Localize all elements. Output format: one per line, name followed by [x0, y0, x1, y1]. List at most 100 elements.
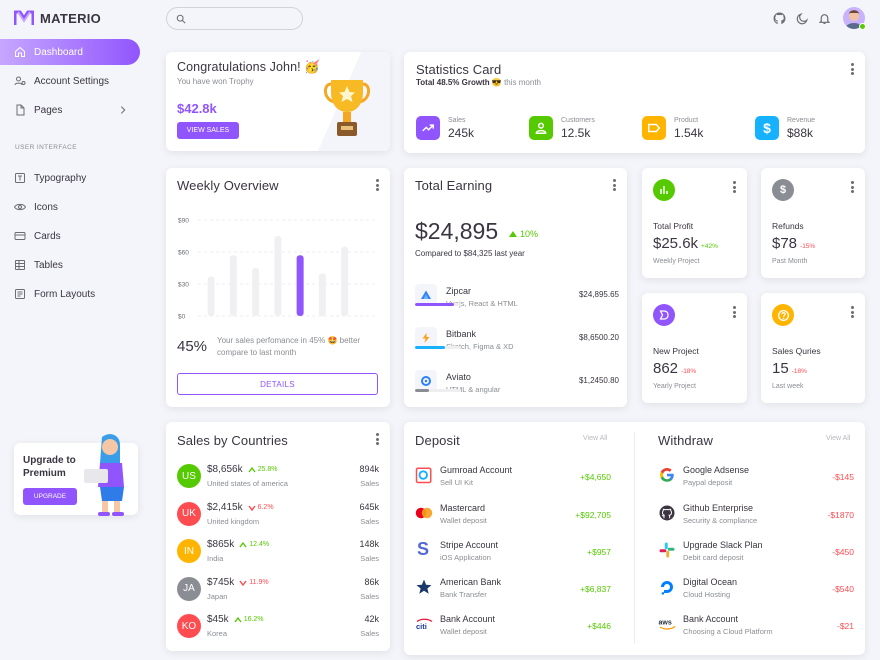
country-amount: $745k	[207, 576, 235, 588]
moon-icon[interactable]	[796, 12, 809, 25]
sidebar-item-account-settings[interactable]: Account Settings	[0, 68, 140, 94]
stat-item-customers: Customers 12.5k	[529, 116, 595, 140]
statistics-period: this month	[504, 78, 541, 87]
sidebar-item-form-layouts[interactable]: Form Layouts	[0, 281, 140, 307]
citi-icon: citi	[416, 618, 433, 631]
more-options-icon[interactable]	[609, 178, 619, 192]
bar[interactable]	[341, 246, 349, 316]
progress-bar	[415, 303, 461, 306]
sidebar-item-pages[interactable]: Pages	[0, 97, 140, 123]
bar[interactable]	[318, 273, 326, 316]
github-icon[interactable]	[773, 12, 786, 25]
bar[interactable]	[296, 255, 304, 316]
more-options-icon[interactable]	[372, 178, 382, 192]
view-sales-button[interactable]: VIEW SALES	[177, 122, 239, 139]
row-amount: +$4,650	[580, 472, 611, 482]
country-sales: 86k	[364, 576, 379, 587]
country-sales: 894k	[359, 464, 379, 474]
bar[interactable]	[229, 255, 237, 316]
stat-value: $88k	[787, 125, 814, 140]
upgrade-banner: Upgrade to Premium UPGRADE	[14, 434, 138, 516]
withdraw-view-all-link[interactable]: View All	[826, 435, 851, 442]
details-button[interactable]: DETAILS	[177, 373, 378, 395]
aviato-icon	[415, 370, 437, 392]
stat-item-product: Product 1.54k	[642, 116, 703, 140]
stat-value: 1.54k	[674, 125, 704, 140]
sidebar-item-tables[interactable]: Tables	[0, 252, 140, 278]
stat-value: 245k	[448, 125, 475, 140]
more-options-icon[interactable]	[729, 180, 739, 194]
bar[interactable]	[252, 268, 260, 316]
earning-row: Zipcar Vuejs, React & HTML $24,895.65	[415, 282, 619, 312]
country-change-value: 6.2%	[257, 503, 274, 511]
mini-card-change: -18%	[681, 368, 697, 375]
bar[interactable]	[207, 276, 215, 316]
more-options-icon[interactable]	[729, 305, 739, 319]
row-title: Github Enterprise	[683, 503, 754, 513]
withdraw-row: aws Bank Account Choosing a Cloud Platfor…	[658, 613, 855, 639]
stat-label: Product	[674, 116, 699, 124]
briefcase-icon	[653, 304, 675, 326]
earning-change: 10%	[508, 229, 538, 239]
github-icon	[659, 505, 675, 521]
country-row: US $8,656k 25.8% United states of america 89…	[177, 462, 379, 492]
row-amount: -$21	[836, 621, 854, 631]
row-title: Zipcar	[446, 286, 472, 296]
deposit-view-all-link[interactable]: View All	[583, 435, 608, 442]
bell-icon[interactable]	[818, 12, 831, 25]
row-amount: +$6,837	[580, 584, 611, 594]
upgrade-title: Upgrade to Premium	[23, 455, 76, 479]
row-subtitle: HTML & angular	[446, 385, 501, 394]
sidebar-item-cards[interactable]: Cards	[0, 223, 140, 249]
country-sales-label: Sales	[360, 591, 379, 601]
row-subtitle: Cloud Hosting	[683, 590, 731, 599]
bar[interactable]	[274, 236, 282, 316]
more-options-icon[interactable]	[372, 432, 382, 446]
country-change-value: 12.4%	[249, 541, 270, 548]
country-avatar: IN	[177, 539, 201, 563]
google-icon	[660, 468, 674, 482]
chevron-up-icon	[234, 616, 242, 623]
country-name: United kingdom	[207, 516, 260, 526]
y-tick-label: $0	[178, 314, 186, 321]
earning-amount: $24,895	[415, 218, 499, 244]
search-input[interactable]	[166, 7, 303, 30]
sidebar-item-icons[interactable]: Icons	[0, 194, 140, 220]
more-options-icon[interactable]	[847, 62, 857, 76]
typography-icon	[15, 173, 25, 183]
y-tick-label: $30	[178, 282, 189, 289]
deposit-row: American Bank Bank Transfer +$6,837	[415, 576, 611, 602]
sidebar-item-dashboard[interactable]: Dashboard	[0, 39, 140, 65]
country-sales: 42k	[364, 614, 379, 624]
upgrade-button[interactable]: UPGRADE	[23, 488, 77, 505]
mini-card-value: $78	[772, 235, 798, 252]
row-subtitle: Wallet deposit	[440, 516, 487, 525]
country-row: UK $2,415k 6.2% United kingdom 645k Sales	[177, 500, 379, 530]
more-options-icon[interactable]	[847, 305, 857, 319]
deposit-row: S Stripe Account iOS Application +$957	[415, 539, 611, 565]
country-change-value: 11.9%	[249, 578, 269, 586]
stat-label: Customers	[561, 116, 595, 124]
row-amount: -$540	[832, 584, 854, 594]
row-subtitle: Wallet deposit	[440, 627, 487, 636]
sidebar-item-typography[interactable]: Typography	[0, 165, 140, 191]
statistics-subtitle: Total 48.5% Growth 😎 this month	[416, 78, 541, 87]
account-cog-icon	[14, 76, 26, 86]
withdraw-row: Upgrade Slack Plan Debit card deposit -$4…	[658, 539, 854, 565]
person-illustration	[84, 434, 124, 516]
statistics-growth: Total 48.5% Growth	[416, 78, 490, 87]
mini-card-label: Sales Quries	[772, 346, 821, 356]
mini-card-value: 862	[653, 360, 679, 377]
trophy-card: Congratulations John! 🥳 You have won Tro…	[166, 52, 390, 151]
more-options-icon[interactable]	[847, 180, 857, 194]
country-row: KO $45k 16.2% Korea 42k Sales	[177, 612, 379, 642]
country-change: 25.8%	[248, 466, 277, 473]
mastercard-icon	[415, 507, 433, 519]
country-name: Korea	[207, 629, 228, 638]
row-title: Gumroad Account	[440, 465, 513, 475]
user-avatar-icon	[845, 10, 863, 29]
brand[interactable]: MATERIO	[14, 10, 101, 26]
materio-logo-icon	[14, 10, 34, 25]
trophy-title: Congratulations John! 🥳	[177, 60, 320, 74]
country-amount-row: $865k 12.4%	[207, 539, 269, 550]
